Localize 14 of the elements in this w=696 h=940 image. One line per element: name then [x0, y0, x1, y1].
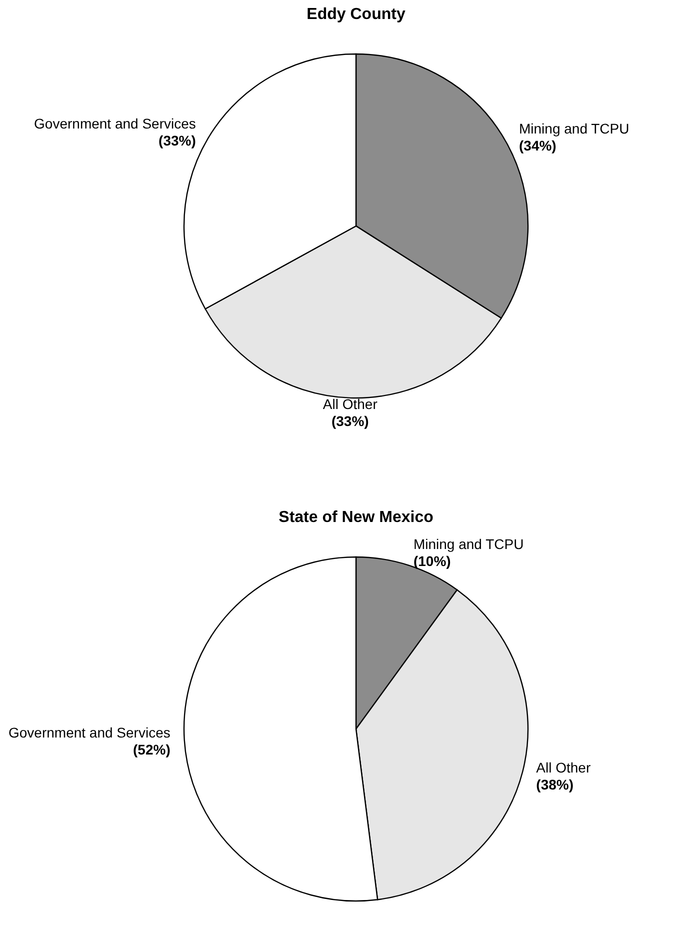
slice-label: All Other — [536, 759, 591, 776]
slice-label: Government and Services — [8, 724, 170, 741]
data-label: (52%) — [133, 742, 170, 758]
chart-title: Eddy County — [306, 6, 406, 23]
slice-label: Mining and TCPU — [518, 120, 630, 136]
slice-label: Mining and TCPU — [413, 536, 524, 552]
data-label: (33%) — [158, 132, 196, 148]
data-label: (10%) — [413, 553, 451, 570]
data-label: (33%) — [331, 412, 369, 429]
data-label: (34%) — [518, 137, 556, 154]
chart-title: State of New Mexico — [278, 509, 434, 526]
slice-label: All Other — [322, 396, 378, 412]
slice-label: Government and Services — [34, 115, 196, 132]
data-label: (38%) — [536, 776, 574, 792]
